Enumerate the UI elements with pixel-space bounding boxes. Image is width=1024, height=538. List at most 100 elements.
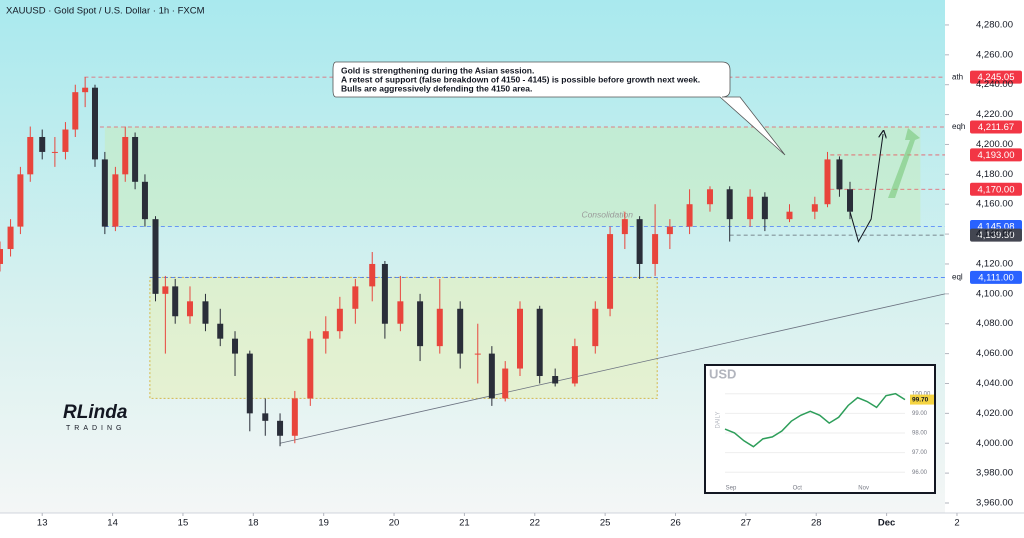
candle-body <box>686 204 693 227</box>
x-tick-label: 28 <box>811 518 822 529</box>
y-tick-label: 3,980.00 <box>976 468 1013 479</box>
candle-body <box>27 136 34 175</box>
candle-body <box>592 308 599 347</box>
x-tick-label: 18 <box>248 518 259 529</box>
candle-body <box>202 301 209 324</box>
x-tick-label: 26 <box>670 518 681 529</box>
candle-body <box>474 353 481 355</box>
price-tag-label: 4,193.00 <box>978 150 1015 161</box>
inset: USD DAILY 96.00 97.00 98.00 99.00 100.00 Sep O… <box>704 364 936 494</box>
y-tick-label: 4,280.00 <box>976 19 1013 30</box>
candle-body <box>17 174 24 227</box>
candle-body <box>322 331 329 339</box>
candle-body <box>262 413 269 421</box>
y-tick-label: 4,160.00 <box>976 199 1013 210</box>
candle-body <box>621 219 628 235</box>
y-tick-label: 4,020.00 <box>976 408 1013 419</box>
x-tick-label: 2 <box>954 518 959 529</box>
inset-y-label: 98.00 <box>912 431 928 437</box>
inset-y-label: 99.00 <box>912 411 928 417</box>
inset-x-label: Oct <box>793 486 803 492</box>
candle-body <box>277 420 284 436</box>
y-tick-label: 4,240.00 <box>976 79 1013 90</box>
candle-body <box>72 92 79 130</box>
inset-x-label: Nov <box>858 486 869 492</box>
inset-x-label: Sep <box>726 486 737 492</box>
candle-body <box>291 398 298 436</box>
candle-body <box>706 189 713 205</box>
candle-body <box>172 286 179 317</box>
x-tick-label: 19 <box>318 518 329 529</box>
candle-body <box>652 234 659 264</box>
candle-body <box>571 346 578 384</box>
x-tick-label: 14 <box>107 518 118 529</box>
candle-body <box>7 226 14 250</box>
price-tag-label: 4,139.30 <box>978 230 1015 241</box>
candle-body <box>217 323 224 339</box>
y-tick-label: 4,060.00 <box>976 348 1013 359</box>
candle-body <box>488 353 495 399</box>
candle-body <box>457 308 464 354</box>
candle-body <box>162 286 169 294</box>
candle-body <box>666 226 673 235</box>
candle-body <box>607 234 614 309</box>
candle-body <box>811 204 818 212</box>
price-tag <box>970 182 1022 196</box>
y-tick-label: 4,100.00 <box>976 288 1013 299</box>
y-tick-label: 4,120.00 <box>976 258 1013 269</box>
y-tick-label: 3,960.00 <box>976 498 1013 509</box>
inset-axis-label: DAILY <box>716 412 722 429</box>
candle-body <box>91 87 98 160</box>
price-tag-label: 4,170.00 <box>978 184 1015 195</box>
logo: RLinda <box>63 402 128 423</box>
growth-arrow <box>888 128 920 198</box>
y-tick-label: 4,000.00 <box>976 438 1013 449</box>
candle-body <box>369 263 376 287</box>
candle-body <box>847 189 854 212</box>
candle-body <box>836 159 843 190</box>
time-axis <box>0 513 945 533</box>
candle-body <box>101 159 108 227</box>
price-tag <box>970 70 1022 84</box>
consolidation-zone <box>149 276 658 399</box>
level-name: eql <box>952 273 963 282</box>
y-tick-label: 4,260.00 <box>976 49 1013 60</box>
x-tick-label: 21 <box>459 518 470 529</box>
candle-body <box>232 338 239 354</box>
candle-body <box>51 151 58 153</box>
price-tag-label: 4,245.05 <box>978 72 1015 83</box>
price-tag <box>970 228 1022 242</box>
range-zone <box>104 127 921 227</box>
candle-body <box>62 129 69 152</box>
y-tick-label: 4,220.00 <box>976 109 1013 120</box>
candle-body <box>747 196 754 220</box>
y-tick-label: 4,080.00 <box>976 318 1013 329</box>
candle-body <box>552 376 559 384</box>
inset-y-label: 97.00 <box>912 450 928 456</box>
candle-body <box>132 136 139 182</box>
x-tick-label: 20 <box>389 518 400 529</box>
candle-body <box>381 263 388 324</box>
price-axis <box>945 0 1024 533</box>
logo-sub: TRADING <box>66 425 126 432</box>
candle-body <box>516 308 523 369</box>
inset-title: USD <box>709 366 736 381</box>
price-tag-label: 4,211.67 <box>978 122 1014 133</box>
candle-body <box>246 353 253 414</box>
candle-body <box>397 301 404 324</box>
candle-body <box>761 196 768 220</box>
inset-y-label: 96.00 <box>912 470 928 476</box>
candle-body <box>436 308 443 347</box>
y-tick-label: 4,180.00 <box>976 169 1013 180</box>
candle-body <box>417 301 424 347</box>
price-tag <box>970 120 1022 134</box>
x-tick-label: 27 <box>741 518 752 529</box>
trendline <box>279 293 946 444</box>
inset-line <box>724 392 906 448</box>
inset-price-label: 99.70 <box>912 396 929 403</box>
price-tag <box>970 270 1022 284</box>
projection-path <box>849 134 883 243</box>
x-tick-label: 25 <box>600 518 611 529</box>
candle-body <box>82 87 89 93</box>
